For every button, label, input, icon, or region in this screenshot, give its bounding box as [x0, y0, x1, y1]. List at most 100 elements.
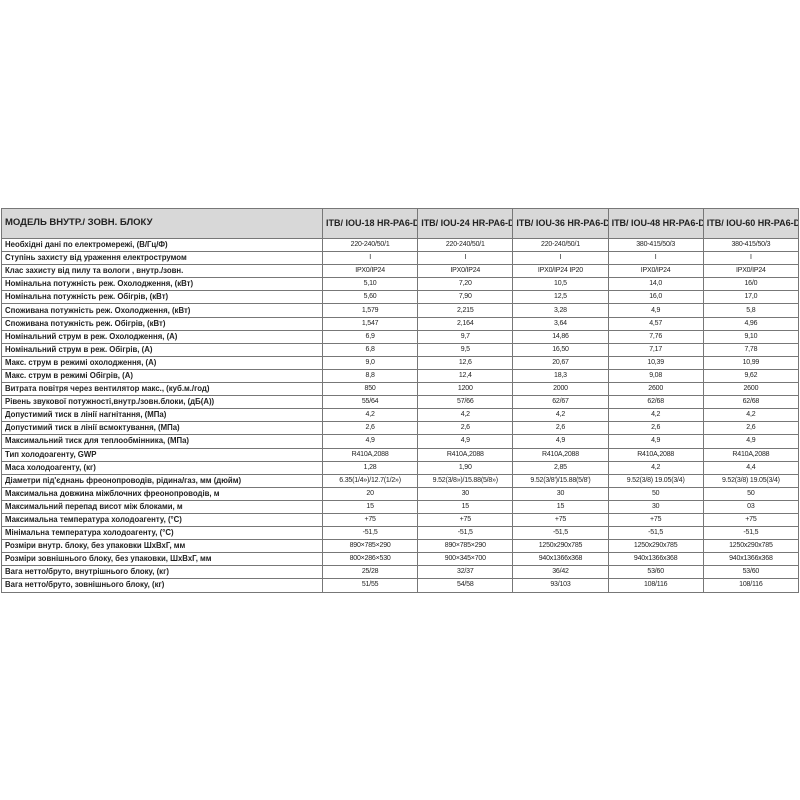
cell-value: 32/37	[417, 565, 514, 580]
table-row: Маса холодоагенту, (кг) 1,28 1,90 2,85 4,2 4,…	[1, 460, 800, 475]
cell-value: 4,9	[607, 303, 704, 318]
cell-value: IPX0/IP24	[417, 264, 514, 279]
row-label: Допустимий тиск в лінії всмоктування, (М…	[1, 421, 323, 436]
cell-value: 51/55	[321, 578, 419, 593]
table-row: Номінальний струм в реж. Охолодження, (А…	[1, 329, 800, 344]
cell-value: 7,76	[607, 329, 704, 344]
cell-value: 1,547	[321, 316, 419, 331]
row-label: Макс. струм в режимі охолодження, (А)	[1, 355, 323, 370]
cell-value: 800×286×530	[321, 552, 419, 567]
cell-value: 1250x290x785	[607, 539, 704, 554]
table-row: Тип холодоагенту, GWP R410A,2088 R410A,208…	[1, 447, 800, 462]
cell-value: 9,10	[702, 329, 800, 344]
row-label: Розміри внутр. блоку, без упаковки ШхВхГ…	[1, 539, 323, 554]
cell-value: 1,579	[321, 303, 419, 318]
cell-value: 7,17	[607, 342, 704, 357]
cell-value: +75	[607, 512, 704, 528]
column-header-unit-5: ITB/ IOU-60 HR-PA6-DN1	[702, 208, 800, 239]
row-label: Максимальна довжина міжблочних фреонопро…	[1, 486, 323, 501]
table-row: Макс. струм в режимі охолодження, (А) 9,0…	[1, 355, 800, 370]
cell-value: 12,4	[417, 368, 514, 384]
cell-value: 108/116	[702, 578, 800, 593]
cell-value: 3,64	[512, 316, 609, 331]
cell-value: 5,60	[321, 290, 419, 305]
cell-value: I	[512, 251, 609, 266]
cell-value: 12,6	[417, 355, 514, 370]
cell-value: -51,5	[512, 526, 609, 541]
row-label: Мінімальна температура холодоагенту, (°C…	[1, 526, 323, 541]
cell-value: 14,0	[607, 277, 704, 292]
cell-value: 940x1366x368	[607, 552, 704, 567]
cell-value: IPX0/IP24	[321, 264, 419, 279]
cell-value: 18,3	[512, 368, 609, 384]
row-label: Вага нетто/бруто, зовнішнього блоку, (кг…	[1, 578, 323, 593]
cell-value: 4,96	[702, 316, 800, 331]
cell-value: 9.52(3/8»)/15.88(5/8»)	[417, 473, 514, 488]
cell-value: 850	[321, 382, 419, 397]
cell-value: 25/28	[321, 565, 419, 580]
cell-value: 2,215	[417, 303, 514, 318]
row-label: Номінальний струм в реж. Охолодження, (А…	[1, 329, 323, 344]
cell-value: 940x1366x368	[702, 552, 800, 567]
cell-value: 14,86	[512, 329, 609, 344]
cell-value: 1,28	[321, 460, 419, 475]
cell-value: 380-415/50/3	[607, 237, 704, 253]
cell-value: 890×785×290	[417, 539, 514, 554]
cell-value: 12,5	[512, 290, 609, 305]
cell-value: 16/0	[702, 277, 800, 292]
table-row: Мінімальна температура холодоагенту, (°C…	[1, 526, 800, 541]
row-label: Номінальна потужність реж. Обігрів, (кВт…	[1, 290, 323, 305]
row-label: Розміри зовнішнього блоку, без упаковки,…	[1, 552, 323, 567]
cell-value: 03	[702, 499, 800, 514]
cell-value: 2,6	[702, 421, 800, 436]
row-label: Макс. струм в режимі Обігрів, (А)	[1, 368, 323, 384]
cell-value: 50	[702, 486, 800, 501]
cell-value: +75	[702, 512, 800, 528]
row-label: Максимальний тиск для теплообмінника, (М…	[1, 434, 323, 449]
cell-value: 15	[321, 499, 419, 514]
cell-value: 15	[417, 499, 514, 514]
cell-value: R410A,2088	[607, 447, 704, 462]
cell-value: 2,6	[417, 421, 514, 436]
cell-value: IPX0/IP24 IP20	[512, 264, 609, 279]
cell-value: 4,2	[417, 408, 514, 423]
cell-value: 4,2	[607, 460, 704, 475]
cell-value: 220-240/50/1	[321, 237, 419, 253]
cell-value: 9,62	[702, 368, 800, 384]
column-header-model: МОДЕЛЬ ВНУТР./ ЗОВН. БЛОКУ	[1, 208, 323, 239]
column-header-unit-2: ITB/ IOU-24 HR-PA6-DN1	[417, 208, 514, 239]
cell-value: 9.52(3/8) 19.05(3/4)	[702, 473, 800, 488]
cell-value: 1250x290x785	[512, 539, 609, 554]
cell-value: 3,28	[512, 303, 609, 318]
cell-value: 62/68	[702, 395, 800, 410]
cell-value: 15	[512, 499, 609, 514]
row-label: Максимальний перепад висот між блоками, …	[1, 499, 323, 514]
cell-value: 380-415/50/3	[702, 237, 800, 253]
cell-value: 9.52(3/8')/15.88(5/8')	[512, 473, 609, 488]
cell-value: 6.35(1/4»)/12.7(1/2»)	[321, 473, 419, 488]
table-row: Необхідні дані по електромережі, (В/Гц/Ф…	[1, 237, 800, 253]
cell-value: 2,6	[512, 421, 609, 436]
cell-value: +75	[321, 512, 419, 528]
cell-value: 2,85	[512, 460, 609, 475]
table-row: Споживана потужність реж. Охолодження, (…	[1, 303, 800, 318]
table-row: Діаметри під'єднань фреонопроводів, ріди…	[1, 473, 800, 488]
cell-value: 30	[417, 486, 514, 501]
table-row: Номінальна потужність реж. Охолодження, …	[1, 277, 800, 292]
cell-value: 220-240/50/1	[512, 237, 609, 253]
cell-value: 7,78	[702, 342, 800, 357]
row-label: Тип холодоагенту, GWP	[1, 447, 323, 462]
cell-value: IPX0/IP24	[702, 264, 800, 279]
cell-value: 54/58	[417, 578, 514, 593]
cell-value: 36/42	[512, 565, 609, 580]
cell-value: 4,9	[417, 434, 514, 449]
cell-value: 2,6	[321, 421, 419, 436]
cell-value: 10,5	[512, 277, 609, 292]
cell-value: +75	[417, 512, 514, 528]
cell-value: 108/116	[607, 578, 704, 593]
cell-value: 9,08	[607, 368, 704, 384]
cell-value: 17,0	[702, 290, 800, 305]
cell-value: -51,5	[417, 526, 514, 541]
cell-value: I	[321, 251, 419, 266]
spec-table: МОДЕЛЬ ВНУТР./ ЗОВН. БЛОКУ ITB/ IOU-18 HR…	[1, 208, 800, 593]
